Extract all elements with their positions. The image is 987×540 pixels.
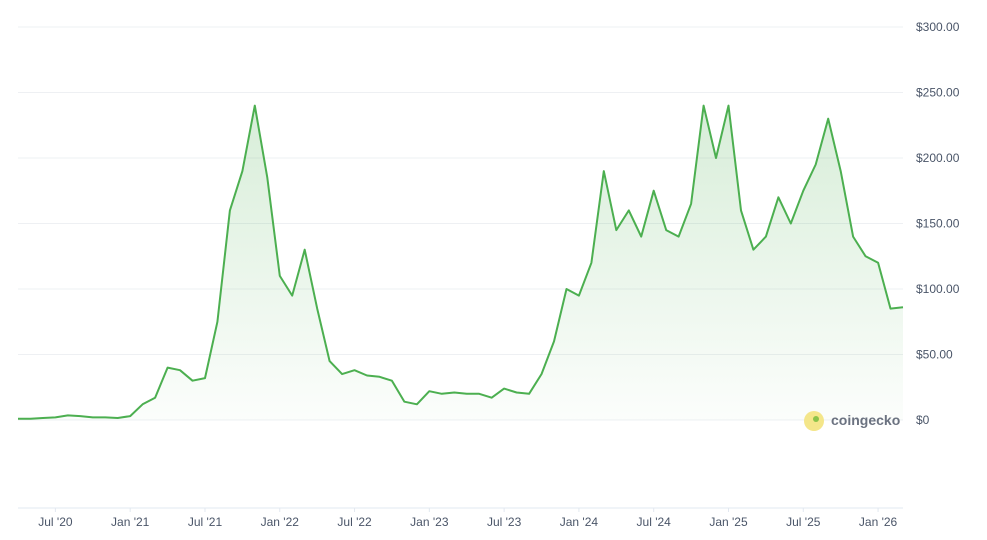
price-area (18, 105, 903, 420)
x-tick-label: Jul '22 (337, 515, 372, 529)
y-tick-label: $50.00 (916, 348, 953, 362)
x-tick-label: Jul '24 (637, 515, 672, 529)
y-tick-label: $100.00 (916, 282, 960, 296)
x-tick-label: Jan '26 (859, 515, 898, 529)
price-line (18, 104, 904, 420)
y-tick-label: $150.00 (916, 217, 960, 231)
x-tick-label: Jan '25 (709, 515, 748, 529)
logo-eye (813, 416, 819, 422)
x-tick-label: Jan '22 (261, 515, 300, 529)
x-tick-label: Jul '23 (487, 515, 522, 529)
y-tick-label: $250.00 (916, 86, 960, 100)
x-tick-label: Jan '21 (111, 515, 150, 529)
x-tick-label: Jan '23 (410, 515, 449, 529)
x-tick-label: Jan '24 (560, 515, 599, 529)
x-tick-label: Jul '21 (188, 515, 223, 529)
x-tick-label: Jul '20 (38, 515, 73, 529)
watermark: coingecko (831, 412, 900, 428)
y-tick-label: $0 (916, 413, 930, 427)
x-tick-label: Jul '25 (786, 515, 821, 529)
y-tick-label: $200.00 (916, 151, 960, 165)
y-tick-label: $300.00 (916, 20, 960, 34)
